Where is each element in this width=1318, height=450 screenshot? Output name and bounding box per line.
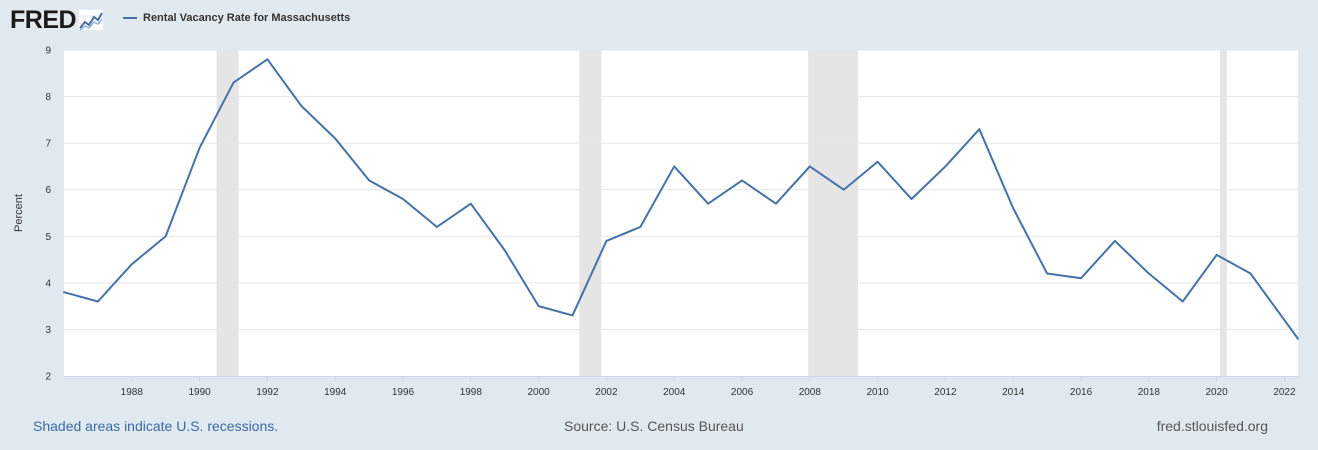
x-tick-label-1996: 1996 — [392, 387, 415, 398]
data-point-0-31[interactable] — [1111, 237, 1119, 245]
fred-logo[interactable]: FRED — [10, 6, 105, 34]
line-chart[interactable]: 2 3 4 5 6 7 8 9 1988 1990 1992 1994 1996 1998 2000 2002… — [0, 40, 1318, 410]
chart-header: FRED Rental Vacancy Rate for Massachuset… — [0, 0, 1318, 40]
trend-graph-icon — [78, 9, 105, 31]
data-point-0-15[interactable] — [569, 311, 577, 319]
data-point-0-30[interactable] — [1077, 274, 1085, 282]
data-point-0-28[interactable] — [1009, 204, 1017, 212]
data-point-0-12[interactable] — [467, 200, 475, 208]
data-point-0-29[interactable] — [1043, 270, 1051, 278]
x-tick-label-2010: 2010 — [867, 387, 890, 398]
data-point-0-21[interactable] — [772, 200, 780, 208]
data-point-0-11[interactable] — [433, 223, 441, 231]
data-point-0-22[interactable] — [806, 162, 814, 170]
data-point-0-1[interactable] — [94, 297, 102, 305]
data-point-0-13[interactable] — [501, 246, 509, 254]
x-tick-label-2000: 2000 — [527, 387, 550, 398]
y-tick-label-5: 5 — [45, 232, 51, 243]
data-point-0-33[interactable] — [1179, 297, 1187, 305]
x-tick-label-1992: 1992 — [256, 387, 279, 398]
recession-band-0 — [216, 50, 239, 376]
data-point-0-23[interactable] — [840, 186, 848, 194]
chart-legend[interactable]: Rental Vacancy Rate for Massachusetts — [123, 12, 350, 24]
x-tick-label-2002: 2002 — [595, 387, 618, 398]
data-point-0-35[interactable] — [1247, 270, 1255, 278]
data-point-0-8[interactable] — [331, 134, 339, 142]
x-tick-label-2006: 2006 — [731, 387, 754, 398]
data-point-0-10[interactable] — [399, 195, 407, 203]
x-tick-label-2012: 2012 — [934, 387, 957, 398]
data-point-0-4[interactable] — [196, 144, 204, 152]
x-tick-label-2016: 2016 — [1070, 387, 1093, 398]
data-point-0-2[interactable] — [128, 260, 136, 268]
data-point-0-16[interactable] — [602, 237, 610, 245]
y-tick-label-3: 3 — [45, 325, 51, 336]
x-tick-label-1990: 1990 — [188, 387, 211, 398]
data-point-0-25[interactable] — [908, 195, 916, 203]
y-tick-label-6: 6 — [45, 185, 51, 196]
data-point-0-18[interactable] — [670, 162, 678, 170]
x-tick-label-2018: 2018 — [1138, 387, 1161, 398]
legend-label: Rental Vacancy Rate for Massachusetts — [143, 12, 351, 24]
y-tick-label-7: 7 — [45, 139, 51, 150]
data-point-0-26[interactable] — [941, 162, 949, 170]
data-point-0-34[interactable] — [1213, 251, 1221, 259]
recession-band-1 — [579, 50, 602, 376]
x-tick-label-1988: 1988 — [121, 387, 144, 398]
data-point-0-19[interactable] — [704, 200, 712, 208]
data-point-0-3[interactable] — [162, 232, 170, 240]
x-tick-label-2004: 2004 — [663, 387, 686, 398]
x-tick-label-2022: 2022 — [1273, 387, 1296, 398]
x-tick-label-2008: 2008 — [799, 387, 822, 398]
data-point-0-32[interactable] — [1145, 270, 1153, 278]
recession-band-3 — [1220, 50, 1227, 376]
y-tick-label-4: 4 — [45, 278, 51, 289]
data-point-0-27[interactable] — [975, 125, 983, 133]
y-tick-label-9: 9 — [45, 46, 51, 57]
x-tick-label-1994: 1994 — [324, 387, 347, 398]
y-axis-label: Percent — [13, 194, 25, 232]
x-tick-label-1998: 1998 — [460, 387, 483, 398]
data-point-0-20[interactable] — [738, 176, 746, 184]
data-point-0-36[interactable] — [1294, 335, 1302, 343]
y-tick-label-8: 8 — [45, 92, 51, 103]
fred-site-link[interactable]: fred.stlouisfed.org — [1156, 418, 1268, 434]
y-tick-label-2: 2 — [45, 372, 51, 383]
data-point-0-24[interactable] — [874, 158, 882, 166]
data-point-0-9[interactable] — [365, 176, 373, 184]
x-tick-label-2020: 2020 — [1206, 387, 1229, 398]
data-point-0-7[interactable] — [297, 102, 305, 110]
data-point-0-0[interactable] — [60, 288, 68, 296]
data-point-0-14[interactable] — [535, 302, 543, 310]
legend-swatch — [123, 17, 137, 19]
fred-logo-text: FRED — [10, 6, 77, 34]
data-point-0-5[interactable] — [230, 79, 238, 87]
plot-area — [64, 50, 1298, 376]
chart-footer: Shaded areas indicate U.S. recessions. S… — [0, 410, 1318, 450]
source-note: Source: U.S. Census Bureau — [564, 418, 744, 434]
series-line-0[interactable] — [63, 58, 1299, 340]
recession-band-2 — [808, 50, 858, 376]
x-tick-label-2014: 2014 — [1002, 387, 1025, 398]
recession-note-link[interactable]: Shaded areas indicate U.S. recessions. — [33, 418, 279, 434]
data-point-0-17[interactable] — [636, 223, 644, 231]
data-point-0-6[interactable] — [263, 55, 271, 63]
